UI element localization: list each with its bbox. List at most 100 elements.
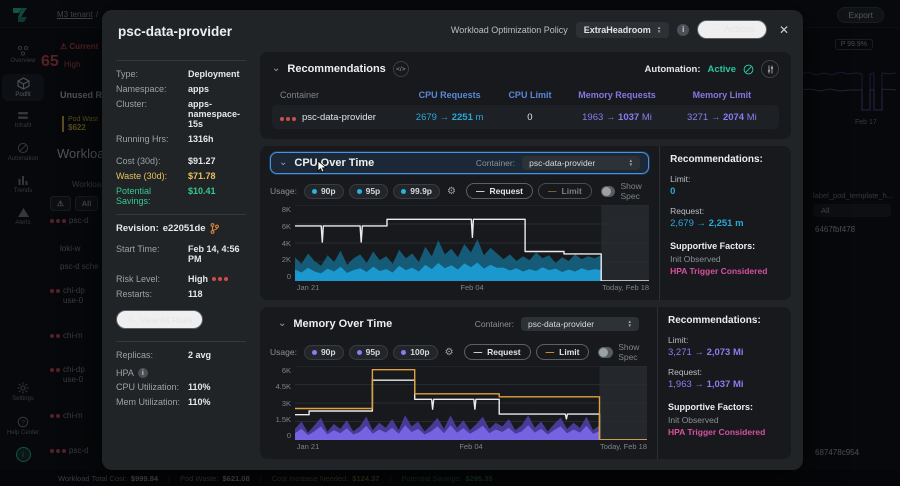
hpa-info-icon[interactable]: i [138, 368, 148, 378]
modal-header: psc-data-provider Workload Optimization … [102, 10, 803, 48]
info-row-namespace: Namespace:apps [116, 84, 246, 94]
info-row-replicas: Replicas:2 avg [116, 350, 246, 360]
cpu-legend-row: Usage: 90p 95p 99.9p ⚙ —Request —Limit S… [270, 181, 649, 201]
memory-y-axis: 6K4.5K3K1.5K0 [270, 366, 295, 440]
memory-container-select[interactable]: psc-data-provider ▲▼ [521, 317, 639, 331]
policy-info-icon[interactable]: i [677, 24, 689, 36]
modal-title: psc-data-provider [118, 24, 232, 39]
chart-svg [295, 366, 647, 440]
percentile-chip-99.9p[interactable]: 99.9p [393, 184, 440, 199]
select-caret-icon: ▲▼ [629, 159, 633, 167]
warning-icon: ⚠ [127, 314, 135, 325]
cpu-section-header[interactable]: ⌄ CPU Over Time Container: psc-data-prov… [270, 152, 649, 174]
ellipsis-icon: ⋯ [709, 24, 719, 35]
memory-limit-cell: 3271 → 2074 Mi [673, 112, 771, 123]
chart-svg [295, 205, 649, 281]
show-spec-toggle[interactable] [601, 186, 616, 197]
view-all-risks-button[interactable]: ⚠View All Risks [116, 310, 203, 329]
automation-status: Active [707, 64, 736, 75]
percentile-chip-90p[interactable]: 90p [304, 184, 344, 199]
memory-chart: 6K4.5K3K1.5K0 Jan 21Feb 04Today, Feb 18 [270, 366, 647, 453]
select-caret-icon: ▲▼ [657, 26, 661, 34]
code-icon[interactable]: </> [393, 61, 409, 77]
workload-info-panel: Type:Deployment Namespace:apps Cluster:a… [102, 52, 260, 470]
cpu-limit-recommendation: 0 [670, 186, 797, 197]
automation-settings-button[interactable] [761, 60, 779, 78]
policy-select[interactable]: ExtraHeadroom ▲▼ [576, 22, 670, 38]
workload-details-modal: psc-data-provider Workload Optimization … [102, 10, 803, 470]
revision-line: Revision: e22051de [116, 223, 246, 234]
chart-settings-gear-icon[interactable]: ⚙ [447, 186, 456, 197]
cpu-recommendations-panel: Recommendations: Limit: 0 Request: 2,679… [659, 146, 807, 300]
memory-requests-cell: 1963 → 1037 Mi [561, 112, 673, 123]
cpu-section-title: CPU Over Time [294, 157, 374, 169]
select-caret-icon: ▲▼ [628, 320, 632, 328]
memory-chart-plot[interactable] [295, 366, 647, 440]
chevron-down-icon[interactable]: ⌄ [278, 320, 286, 328]
cpu-requests-cell: 2679 → 2251 m [401, 112, 499, 123]
cpu-request-recommendation: 2,679 → 2,251 m [670, 218, 797, 229]
table-header-row: Container CPU Requests CPU Limit Memory … [272, 87, 779, 103]
info-row-cluster: Cluster:apps-namespace-15s [116, 99, 246, 129]
info-row-risk-level: Risk Level:High [116, 274, 246, 284]
memory-limit-recommendation: 3,271 → 2,073 Mi [668, 347, 795, 358]
container-label: Container: [475, 319, 514, 329]
chevron-down-icon[interactable]: ⌄ [272, 65, 280, 73]
cpu-limit-cell: 0 [499, 112, 562, 123]
risk-dots [212, 277, 228, 281]
info-row-restarts: Restarts:118 [116, 289, 246, 299]
info-row-savings: Potential Savings:$10.41 [116, 186, 246, 206]
modal-content: ⌄ Recommendations </> Automation: Active… [260, 52, 791, 462]
limit-toggle-button[interactable]: —Limit [538, 183, 592, 199]
cpu-y-axis: 8K6K4K2K0 [270, 205, 295, 281]
request-toggle-button[interactable]: —Request [464, 344, 531, 360]
chevron-down-icon[interactable]: ⌄ [279, 159, 287, 167]
show-spec-toggle[interactable] [598, 347, 613, 358]
cpu-over-time-section: ⌄ CPU Over Time Container: psc-data-prov… [260, 146, 791, 300]
actions-button[interactable]: ⋯Actions [697, 20, 767, 39]
percentile-chip-100p[interactable]: 100p [393, 345, 437, 360]
container-label: Container: [476, 158, 515, 168]
recommendations-title: Recommendations [287, 63, 385, 75]
cpu-chart-plot[interactable] [295, 205, 649, 281]
memory-over-time-section: ⌄ Memory Over Time Container: psc-data-p… [260, 307, 791, 459]
show-spec-label: Show Spec [620, 181, 649, 201]
hpa-label: HPAi [116, 368, 246, 378]
info-row-cpu-util: CPU Utilization:110% [116, 382, 246, 392]
sliders-icon [766, 65, 775, 74]
mouse-cursor [317, 160, 327, 173]
percentile-chip-90p[interactable]: 90p [304, 345, 344, 360]
request-toggle-button[interactable]: —Request [466, 183, 533, 199]
supportive-factor: HPA Trigger Considered [670, 266, 797, 276]
git-branch-icon [210, 223, 219, 234]
automation-status-icon [743, 64, 754, 75]
supportive-factor: Init Observed [670, 254, 797, 264]
recommendations-table: Container CPU Requests CPU Limit Memory … [272, 87, 779, 129]
automation-label: Automation: [645, 64, 701, 75]
table-row[interactable]: psc-data-provider 2679 → 2251 m 0 1963 →… [272, 105, 779, 129]
memory-request-recommendation: 1,963 → 1,037 Mi [668, 379, 795, 390]
cpu-container-select[interactable]: psc-data-provider ▲▼ [522, 156, 640, 170]
info-row-running-hrs: Running Hrs:1316h [116, 134, 246, 144]
container-name: psc-data-provider [302, 112, 376, 123]
limit-toggle-button[interactable]: —Limit [536, 344, 590, 360]
supportive-factor: Init Observed [668, 415, 795, 425]
info-row-cost: Cost (30d):$91.27 [116, 156, 246, 166]
memory-legend-row: Usage: 90p 95p 100p ⚙ —Request —Limit Sh… [270, 342, 647, 362]
info-row-start-time: Start Time:Feb 14, 4:56 PM [116, 244, 246, 264]
supportive-factor: HPA Trigger Considered [668, 427, 795, 437]
memory-section-title: Memory Over Time [293, 318, 392, 330]
show-spec-label: Show Spec [618, 342, 647, 362]
info-row-type: Type:Deployment [116, 69, 246, 79]
info-row-mem-util: Mem Utilization:110% [116, 397, 246, 407]
percentile-chip-95p[interactable]: 95p [349, 184, 389, 199]
recommendations-section: ⌄ Recommendations </> Automation: Active… [260, 52, 791, 139]
chart-settings-gear-icon[interactable]: ⚙ [445, 347, 454, 358]
percentile-chip-95p[interactable]: 95p [349, 345, 389, 360]
policy-label: Workload Optimization Policy [451, 25, 568, 35]
memory-section-header[interactable]: ⌄ Memory Over Time Container: psc-data-p… [270, 313, 647, 335]
cpu-x-axis: Jan 21Feb 04Today, Feb 18 [295, 281, 649, 294]
close-icon[interactable]: ✕ [779, 23, 789, 37]
cpu-chart: 8K6K4K2K0 Jan 21Feb 04Today, Feb 18 [270, 205, 649, 294]
memory-x-axis: Jan 21Feb 04Today, Feb 18 [295, 440, 647, 453]
